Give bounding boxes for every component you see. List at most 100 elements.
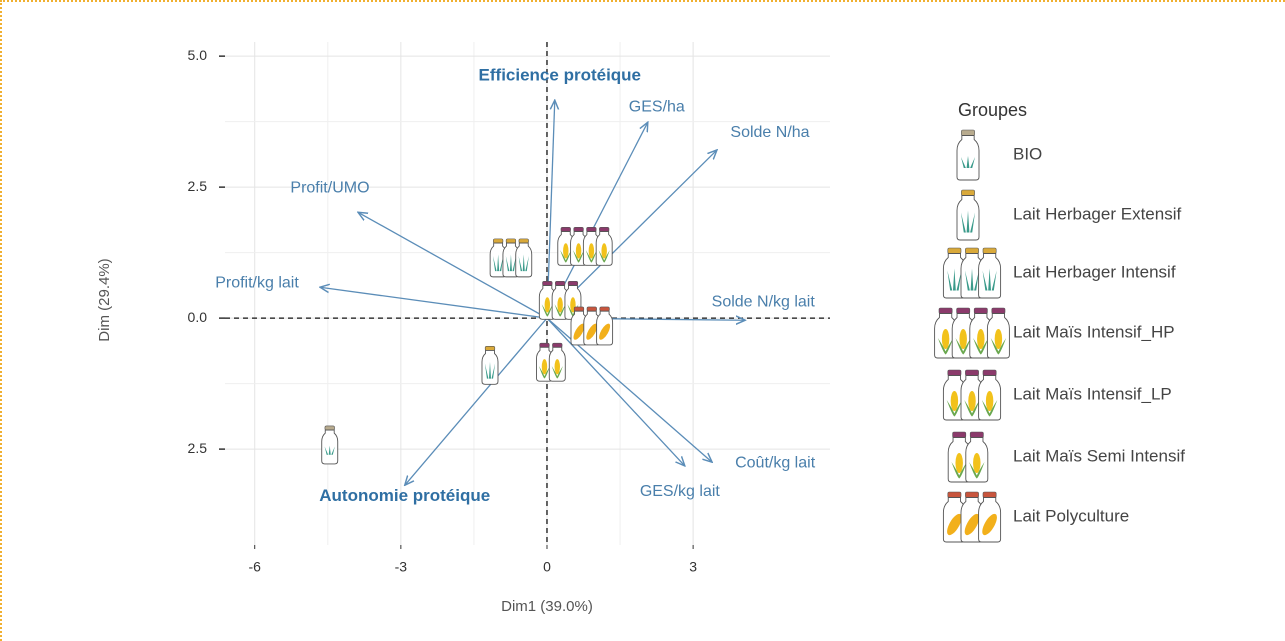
bottle-cap xyxy=(599,306,610,312)
bottle-cap xyxy=(573,306,585,312)
y-tick-label: 0.0 xyxy=(188,309,208,325)
bottle-corn xyxy=(994,329,1003,349)
bottle-corn xyxy=(601,243,607,259)
bottle-corn xyxy=(973,453,981,473)
bottle-cap xyxy=(965,491,979,498)
legend-icon xyxy=(934,307,1010,359)
bottle-cap xyxy=(552,342,563,348)
legend-icon xyxy=(947,431,989,483)
bottle-cap xyxy=(586,227,597,232)
bottle-grass xyxy=(493,254,504,272)
bottle-corn xyxy=(563,243,569,259)
bottle-grass xyxy=(518,254,529,272)
bottle-grass xyxy=(947,268,962,291)
bottle-cap xyxy=(599,227,610,232)
group-point xyxy=(489,238,533,278)
bottle-cap xyxy=(539,342,550,348)
loading-arrow xyxy=(320,287,548,319)
bottle-cap xyxy=(542,281,553,286)
bottle-cap xyxy=(938,307,953,314)
bottle-corn xyxy=(588,243,595,259)
bottle-grass xyxy=(324,445,335,455)
y-axis-title: Dim (29.4%) xyxy=(96,258,113,341)
bottle-grain xyxy=(573,323,585,340)
legend-icon xyxy=(956,129,980,181)
bottle-corn xyxy=(575,243,582,259)
bottle-cap xyxy=(956,307,971,314)
bottle-cap xyxy=(952,431,967,438)
bottle-corn xyxy=(544,297,551,313)
bottle-corn xyxy=(959,329,967,349)
bottle-cap xyxy=(505,238,517,244)
x-tick-label: -6 xyxy=(248,559,261,575)
bottle-corn xyxy=(950,391,959,411)
bottle-cap xyxy=(982,247,997,254)
legend-icon xyxy=(956,189,980,241)
bottle-cap xyxy=(982,491,997,498)
group-point xyxy=(570,306,614,346)
bottle-cap xyxy=(324,425,335,431)
bottle-cap xyxy=(567,281,579,286)
bottle-grain xyxy=(982,513,997,536)
bottle-grass xyxy=(505,254,517,272)
bottle-cap xyxy=(586,306,597,312)
loading-arrow xyxy=(358,212,548,319)
bottle-grass xyxy=(964,268,980,291)
bottle-corn xyxy=(554,359,561,375)
legend-icon xyxy=(942,369,1002,421)
legend-title: Groupes xyxy=(958,100,1027,120)
bottle-cap xyxy=(965,247,979,254)
arrow-label: Coût/kg lait xyxy=(735,454,816,471)
x-tick-label: 0 xyxy=(543,559,551,575)
bottle-grain xyxy=(599,323,611,340)
group-point xyxy=(481,345,499,385)
arrow-label: Autonomie protéique xyxy=(319,486,490,505)
bottle-grass xyxy=(484,361,496,379)
bottle-corn xyxy=(955,453,963,473)
legend-label: Lait Herbager Extensif xyxy=(1013,204,1181,223)
legend-label: Lait Maïs Semi Intensif xyxy=(1013,446,1185,465)
x-tick-label: 3 xyxy=(689,559,697,575)
legend-icon xyxy=(942,491,1002,543)
bottle-corn xyxy=(985,391,994,411)
bottle-cap xyxy=(518,238,529,244)
group-point xyxy=(321,425,339,465)
y-tick-label: 5.0 xyxy=(188,47,208,63)
bottle-cap xyxy=(961,189,975,196)
bottle-corn xyxy=(541,359,548,375)
bottle-cap xyxy=(965,369,979,376)
legend-label: Lait Maïs Intensif_LP xyxy=(1013,384,1172,403)
legend-label: Lait Herbager Intensif xyxy=(1013,262,1176,281)
bottle-cap xyxy=(961,129,975,136)
bottle-cap xyxy=(991,307,1006,314)
arrow-label: Profit/kg lait xyxy=(215,274,299,291)
bottle-grass xyxy=(960,210,976,233)
bottle-corn xyxy=(941,329,950,349)
legend-label: BIO xyxy=(1013,144,1042,163)
y-tick-label: 2.5 xyxy=(188,440,208,456)
bottle-cap xyxy=(493,238,504,244)
group-point xyxy=(538,281,582,320)
group-point xyxy=(536,342,566,382)
bottle-cap xyxy=(947,491,962,498)
bottle-cap xyxy=(969,431,984,438)
bottle-cap xyxy=(982,369,997,376)
bottle-corn xyxy=(977,329,985,349)
arrow-label: Profit/UMO xyxy=(290,180,369,197)
loading-arrow xyxy=(546,317,685,466)
bottle-grain xyxy=(964,513,980,536)
bottle-cap xyxy=(947,247,962,254)
arrow-label: GES/ha xyxy=(629,98,685,115)
bottle-corn xyxy=(968,391,976,411)
group-point xyxy=(557,227,613,266)
bottle-grain xyxy=(947,513,962,536)
bottle-cap xyxy=(573,227,584,232)
arrow-label: GES/kg lait xyxy=(640,483,721,500)
x-axis-title: Dim1 (39.0%) xyxy=(501,598,593,615)
bottle-grass xyxy=(960,155,976,168)
legend-icon xyxy=(942,247,1002,299)
arrow-label: Solde N/kg lait xyxy=(712,293,816,310)
bottle-cap xyxy=(947,369,962,376)
